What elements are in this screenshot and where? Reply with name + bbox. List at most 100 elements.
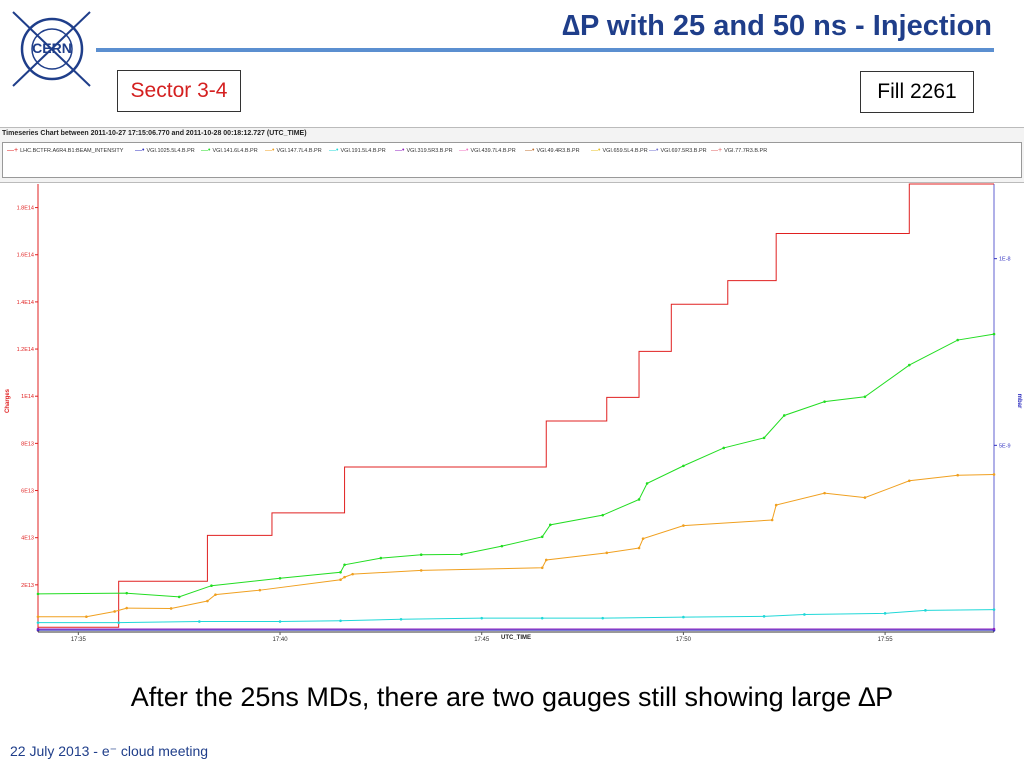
legend-marker: —• — [591, 147, 601, 154]
series-point — [399, 618, 403, 621]
series-point — [605, 551, 609, 555]
series-point — [339, 578, 342, 582]
series-point — [883, 612, 887, 615]
series-point — [210, 584, 213, 588]
series-point — [125, 606, 129, 610]
y-left-label: Charges — [5, 388, 11, 413]
series-point — [540, 535, 544, 539]
x-tick-label: 17:55 — [878, 637, 894, 641]
chart-header: Timeseries Chart between 2011-10-27 17:1… — [0, 127, 1024, 183]
chart-title: Timeseries Chart between 2011-10-27 17:1… — [2, 130, 307, 137]
legend-item: —+ VGI.77.7R3.B.PR — [711, 147, 767, 154]
series-point — [339, 619, 342, 623]
legend-item: —• VGI.319.5R3.B.PR — [395, 147, 453, 154]
y-left-tick-label: 8E13 — [21, 441, 34, 447]
series-point — [863, 395, 867, 399]
legend-marker: —• — [459, 147, 469, 154]
series-point — [85, 615, 88, 618]
x-tick-label: 17:50 — [676, 637, 692, 641]
series-point — [637, 546, 641, 550]
plot-background — [38, 184, 994, 632]
series-point — [36, 627, 40, 631]
series-point — [548, 523, 552, 527]
legend-label: LHC.BCTFR.A6R4.B1:BEAM_INTENSITY — [20, 148, 124, 154]
series-point — [419, 553, 423, 557]
legend-marker: —+ — [7, 147, 19, 154]
legend-item: —• VGI.439.7L4.B.PR — [459, 147, 516, 154]
legend-item: —• VGI.147.7L4.B.PR — [265, 147, 322, 154]
legend-label: VGI.141.6L4.B.PR — [212, 148, 258, 154]
series-point — [803, 613, 806, 616]
plot-area: Charges mbar UTC_TIME 17:35 17:40 17:45 17:… — [0, 181, 1024, 643]
series-point — [258, 588, 262, 592]
legend-marker: —• — [201, 147, 211, 154]
series-point — [601, 616, 605, 620]
logo-text: CERN — [32, 40, 72, 56]
legend-marker: —• — [649, 147, 659, 154]
series-point — [36, 592, 40, 596]
series-point — [907, 479, 911, 483]
y-left-tick-label: 6E13 — [21, 489, 34, 495]
y-left-tick-label: 1.2E14 — [17, 347, 34, 353]
legend-marker: —• — [265, 147, 275, 154]
series-point — [343, 575, 346, 579]
legend-item: —• VGI.49.4R3.B.PR — [525, 147, 580, 154]
series-point — [460, 553, 463, 556]
series-point — [907, 363, 911, 367]
series-point — [480, 616, 484, 620]
chart-svg: Charges mbar UTC_TIME 17:35 17:40 17:45 17:… — [5, 183, 1022, 643]
fill-label: Fill 2261 — [860, 71, 974, 113]
legend-marker: —• — [395, 147, 405, 154]
series-point — [36, 615, 40, 618]
series-point — [992, 608, 996, 611]
x-tick-label: 17:35 — [71, 637, 87, 641]
legend-label: VGI.659.5L4.B.PR — [602, 148, 648, 154]
series-point — [117, 621, 120, 624]
series-point — [992, 627, 996, 631]
series-point — [762, 615, 766, 618]
series-point — [774, 503, 778, 507]
series-point — [601, 513, 605, 517]
legend-item: —• VGI.191.5L4.B.PR — [329, 147, 386, 154]
series-point — [125, 591, 129, 595]
cern-logo: CERN — [8, 6, 96, 92]
series-point — [419, 569, 423, 572]
y-right-tick-label: 1E-8 — [999, 257, 1011, 263]
series-point — [351, 572, 354, 576]
series-point — [544, 558, 548, 562]
y-left-tick-label: 4E13 — [21, 536, 34, 542]
series-point — [645, 482, 649, 485]
slide-title: ∆P with 25 and 50 ns - Injection — [562, 10, 992, 42]
legend-marker: —• — [135, 147, 145, 154]
series-point — [682, 464, 685, 468]
x-axis-label: UTC_TIME — [501, 635, 531, 641]
y-left-tick-label: 2E13 — [21, 583, 34, 589]
y-right-tick-label: 5E-9 — [999, 443, 1011, 449]
legend-marker: —• — [525, 147, 535, 154]
series-point — [206, 599, 209, 603]
series-point — [278, 576, 282, 580]
y-left-tick-label: 1.4E14 — [17, 300, 34, 306]
legend-marker: —+ — [711, 147, 723, 154]
legend-item: —• VGI.697.5R3.B.PR — [649, 147, 707, 154]
series-point — [500, 544, 504, 548]
series-line — [38, 183, 994, 628]
legend-label: VGI.439.7L4.B.PR — [470, 148, 516, 154]
series-point — [863, 496, 867, 499]
legend-item: —• VGI.141.6L4.B.PR — [201, 147, 258, 154]
x-tick-label: 17:40 — [273, 637, 289, 641]
series-point — [343, 563, 346, 567]
legend-item: —• VGI.659.5L4.B.PR — [591, 147, 648, 154]
title-divider — [96, 48, 994, 52]
legend-label: VGI.319.5R3.B.PR — [406, 148, 453, 154]
series-point — [770, 518, 774, 522]
legend-label: VGI.77.7R3.B.PR — [724, 148, 768, 154]
series-point — [924, 609, 927, 612]
series-point — [682, 615, 685, 619]
y-left-tick-label: 1.6E14 — [17, 253, 34, 259]
series-point — [339, 570, 342, 574]
sector-label: Sector 3-4 — [117, 70, 241, 112]
legend-label: VGI.147.7L4.B.PR — [276, 148, 322, 154]
legend-item: —• VGI.1025.5L4.B.PR — [135, 147, 195, 154]
legend-label: VGI.191.5L4.B.PR — [340, 148, 386, 154]
